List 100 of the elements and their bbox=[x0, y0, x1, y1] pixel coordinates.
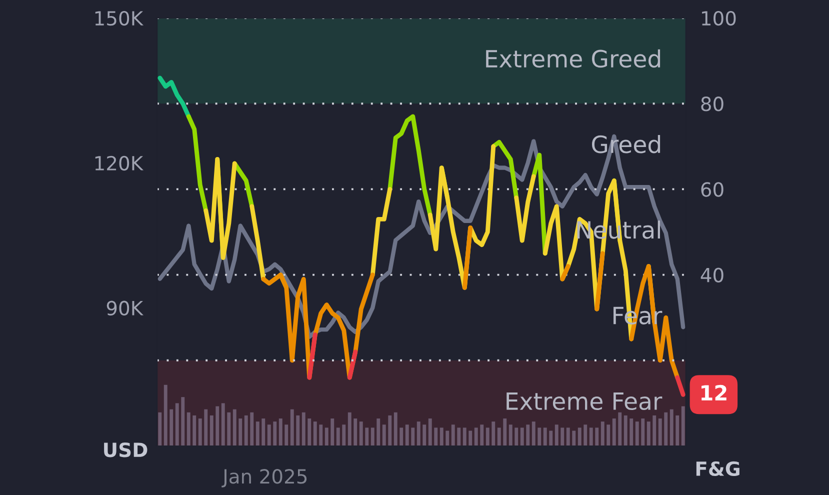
bar bbox=[336, 428, 340, 446]
bar bbox=[313, 422, 317, 446]
y2-tick-label: 80 bbox=[701, 96, 724, 112]
bar bbox=[658, 418, 662, 446]
bar bbox=[158, 412, 162, 446]
bar bbox=[554, 424, 558, 446]
bar bbox=[296, 415, 300, 446]
bar bbox=[480, 424, 484, 446]
bar bbox=[451, 424, 455, 446]
bar bbox=[262, 418, 266, 446]
bar bbox=[382, 424, 386, 446]
y-tick-label: 120K bbox=[95, 156, 144, 171]
bar bbox=[664, 412, 668, 446]
bar bbox=[497, 428, 501, 446]
bar bbox=[422, 424, 426, 446]
bar bbox=[618, 412, 622, 446]
bar bbox=[566, 428, 570, 446]
bar bbox=[503, 418, 507, 446]
bar bbox=[670, 409, 674, 446]
bar bbox=[394, 412, 398, 446]
bar bbox=[676, 415, 680, 446]
bar bbox=[400, 428, 404, 446]
bar bbox=[342, 424, 346, 446]
bar bbox=[204, 409, 208, 446]
bar bbox=[492, 422, 496, 446]
y2-axis-title: F&G bbox=[696, 461, 740, 476]
bar bbox=[284, 424, 288, 446]
bar bbox=[457, 428, 461, 446]
bar bbox=[624, 415, 628, 446]
y2-tick-label: 40 bbox=[700, 268, 724, 282]
bar bbox=[238, 418, 242, 446]
bar bbox=[612, 418, 616, 446]
bar bbox=[486, 428, 490, 446]
bar bbox=[641, 418, 645, 446]
bar bbox=[192, 415, 196, 446]
bar bbox=[462, 428, 466, 446]
bar bbox=[278, 418, 282, 446]
bar bbox=[440, 428, 444, 446]
line-series bbox=[158, 76, 191, 119]
bar bbox=[164, 384, 168, 446]
bar bbox=[186, 412, 190, 446]
bar bbox=[221, 403, 225, 446]
y-tick-label: 150K bbox=[95, 10, 144, 26]
bar bbox=[630, 418, 634, 446]
bar bbox=[348, 412, 352, 446]
bar bbox=[198, 418, 202, 446]
bar bbox=[170, 409, 174, 446]
bar bbox=[308, 418, 312, 446]
bar bbox=[354, 418, 358, 446]
bar bbox=[365, 428, 369, 446]
bar bbox=[267, 424, 271, 446]
bar bbox=[446, 430, 450, 446]
bar bbox=[600, 422, 604, 446]
bar bbox=[210, 415, 214, 446]
bar bbox=[359, 422, 363, 446]
bar bbox=[370, 428, 374, 446]
bar bbox=[175, 403, 179, 446]
bar bbox=[411, 428, 415, 446]
bar bbox=[560, 428, 564, 446]
bar bbox=[302, 412, 306, 446]
bar bbox=[584, 424, 588, 446]
bar bbox=[508, 424, 512, 446]
bar bbox=[250, 412, 254, 446]
bar bbox=[330, 418, 334, 446]
bar bbox=[635, 422, 639, 446]
y2-tick-label: 60 bbox=[701, 182, 724, 197]
bar bbox=[216, 406, 220, 446]
bar bbox=[595, 428, 599, 446]
bar bbox=[468, 430, 472, 446]
bar bbox=[572, 430, 576, 446]
bar bbox=[405, 424, 409, 446]
bar bbox=[514, 428, 518, 446]
bar bbox=[232, 409, 236, 446]
bar bbox=[606, 424, 610, 446]
bar bbox=[474, 428, 478, 446]
band-label: Extreme Greed bbox=[486, 49, 660, 68]
bar bbox=[416, 422, 420, 446]
bar bbox=[388, 415, 392, 446]
data-label: 12 bbox=[702, 384, 726, 400]
y2-tick-label: 100 bbox=[702, 10, 736, 26]
y-tick-label: 90K bbox=[106, 300, 144, 316]
bar bbox=[543, 428, 547, 446]
bar bbox=[434, 428, 438, 446]
band-label: Extreme Fear bbox=[506, 392, 662, 410]
bar bbox=[681, 406, 685, 446]
bar bbox=[319, 424, 323, 446]
text: Jan 2025 bbox=[222, 469, 307, 488]
bar bbox=[244, 415, 248, 446]
bar bbox=[589, 428, 593, 446]
bar bbox=[549, 430, 553, 446]
bar bbox=[227, 412, 231, 446]
bar bbox=[428, 418, 432, 446]
bar bbox=[256, 422, 260, 446]
bar bbox=[538, 428, 542, 446]
bar bbox=[376, 418, 380, 446]
bar bbox=[652, 415, 656, 446]
bar bbox=[290, 409, 294, 446]
bar bbox=[578, 428, 582, 446]
bar bbox=[646, 422, 650, 446]
bar bbox=[532, 422, 536, 446]
